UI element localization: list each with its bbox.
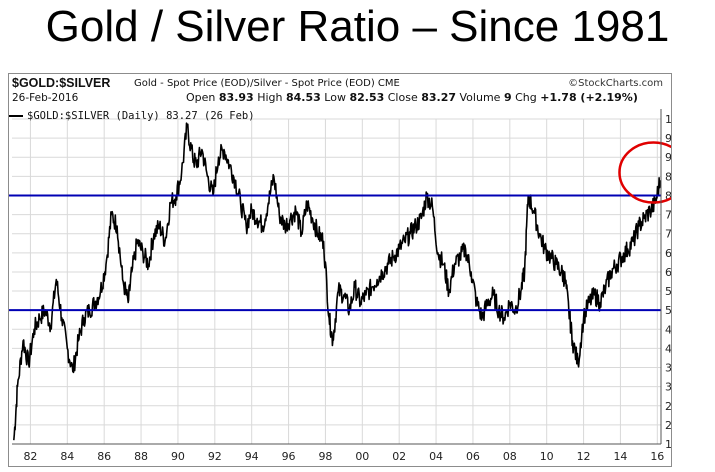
x-tick-label: 82 bbox=[23, 450, 37, 463]
x-tick-label: 00 bbox=[355, 450, 369, 463]
highlight-circle bbox=[618, 141, 671, 204]
high-value: 84.53 bbox=[285, 91, 321, 104]
x-tick-label: 08 bbox=[503, 450, 517, 463]
y-tick-label: 25 bbox=[665, 400, 671, 413]
low-label: Low bbox=[324, 91, 346, 104]
chart-source: ©StockCharts.com bbox=[568, 78, 663, 89]
x-tick-label: 86 bbox=[97, 450, 111, 463]
x-tick-label: 16 bbox=[650, 450, 664, 463]
chart-panel: $GOLD:$SILVER Gold - Spot Price (EOD)/Si… bbox=[8, 73, 672, 467]
x-tick-label: 04 bbox=[429, 450, 443, 463]
low-value: 82.53 bbox=[349, 91, 385, 104]
slide-title: Gold / Silver Ratio – Since 1981 bbox=[45, 2, 670, 51]
x-tick-label: 98 bbox=[318, 450, 332, 463]
x-tick-label: 12 bbox=[577, 450, 591, 463]
y-tick-label: 30 bbox=[665, 381, 671, 394]
open-label: Open bbox=[186, 91, 216, 104]
x-axis-labels: 82 84 86 88 90 92 94 96 98 00 02 04 06 08 10 12 14 16 bbox=[23, 450, 664, 463]
x-tick-label: 02 bbox=[392, 450, 406, 463]
legend-label: $GOLD:$SILVER (Daily) 83.27 (26 Feb) bbox=[27, 110, 255, 122]
y-tick-label: 60 bbox=[665, 266, 671, 279]
chart-description: Gold - Spot Price (EOD)/Silver - Spot Pr… bbox=[134, 78, 400, 89]
reference-lines bbox=[9, 194, 661, 312]
y-tick-label: 40 bbox=[665, 342, 671, 355]
y-tick-label: 100 bbox=[665, 113, 671, 126]
y-axis-labels: 15 20 25 30 35 40 45 50 55 60 65 70 75 80 85 90 95 100 bbox=[665, 113, 671, 451]
y-tick-label: 50 bbox=[665, 304, 671, 317]
volume-label: Volume bbox=[459, 91, 501, 104]
x-tick-label: 88 bbox=[134, 450, 148, 463]
y-tick-label: 85 bbox=[665, 170, 671, 183]
x-tick-label: 92 bbox=[208, 450, 222, 463]
y-tick-label: 70 bbox=[665, 228, 671, 241]
x-tick-label: 06 bbox=[466, 450, 480, 463]
x-tick-label: 84 bbox=[60, 450, 74, 463]
y-tick-label: 45 bbox=[665, 323, 671, 336]
gold-silver-ratio-line bbox=[13, 122, 661, 441]
chart-date: 26-Feb-2016 bbox=[12, 92, 79, 104]
x-tick-label: 90 bbox=[171, 450, 185, 463]
legend-swatch bbox=[9, 115, 23, 117]
close-value: 83.27 bbox=[421, 91, 457, 104]
ohlc-readout: Open 83.93 High 84.53 Low 82.53 Close 83… bbox=[186, 91, 638, 104]
chart-symbol: $GOLD:$SILVER bbox=[12, 76, 111, 90]
y-tick-label: 15 bbox=[665, 438, 671, 451]
y-tick-label: 20 bbox=[665, 419, 671, 432]
legend: $GOLD:$SILVER (Daily) 83.27 (26 Feb) bbox=[9, 110, 255, 122]
x-tick-label: 94 bbox=[245, 450, 259, 463]
x-tick-label: 96 bbox=[282, 450, 296, 463]
x-tick-label: 10 bbox=[540, 450, 554, 463]
volume-value: 9 bbox=[503, 91, 512, 104]
y-tick-label: 55 bbox=[665, 285, 671, 298]
y-tick-label: 35 bbox=[665, 362, 671, 375]
y-tick-label: 75 bbox=[665, 209, 671, 222]
open-value: 83.93 bbox=[218, 91, 254, 104]
y-tick-label: 95 bbox=[665, 132, 671, 145]
close-label: Close bbox=[387, 91, 418, 104]
chg-value: +1.78 (+2.19%) bbox=[540, 91, 638, 104]
y-tick-label: 90 bbox=[665, 151, 671, 164]
chg-label: Chg bbox=[515, 91, 537, 104]
y-tick-label: 80 bbox=[665, 189, 671, 202]
plot-area: 15 20 25 30 35 40 45 50 55 60 65 70 75 80 85 90 95 100 82… bbox=[9, 109, 671, 463]
x-tick-label: 14 bbox=[613, 450, 627, 463]
y-tick-label: 65 bbox=[665, 247, 671, 260]
high-label: High bbox=[257, 91, 283, 104]
